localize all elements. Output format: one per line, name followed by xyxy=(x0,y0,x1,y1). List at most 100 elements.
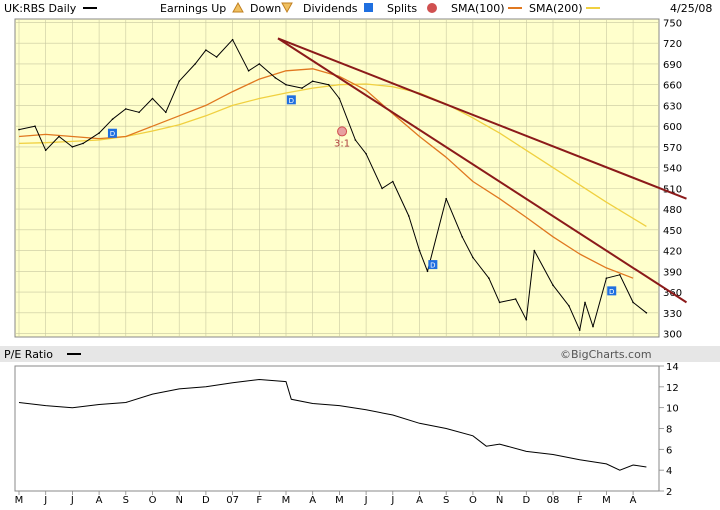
x-tick-label: N xyxy=(496,495,503,506)
earnings-up-icon xyxy=(232,1,244,13)
legend-earnings-up: Earnings Up xyxy=(160,2,226,15)
pe-line xyxy=(18,378,647,471)
x-tick-label: M xyxy=(15,495,24,506)
x-tick-label: M xyxy=(282,495,291,506)
price-point xyxy=(247,70,250,72)
price-point xyxy=(488,277,490,280)
x-tick-label: S xyxy=(123,495,129,506)
trendline xyxy=(277,37,688,304)
price-point xyxy=(311,80,314,82)
pe-y-tick-label: 14 xyxy=(666,362,679,373)
price-point xyxy=(301,87,303,89)
price-point xyxy=(194,63,196,65)
dividend-marker-text: D xyxy=(430,262,435,270)
x-tick-label: A xyxy=(309,495,316,506)
x-tick-label: D xyxy=(522,495,530,506)
dividend-marker xyxy=(286,95,296,105)
pe-header-bar xyxy=(0,346,720,362)
pe-y-tick-label: 4 xyxy=(666,466,672,477)
x-tick-label: J xyxy=(364,495,368,506)
x-tick-label: J xyxy=(390,495,394,506)
price-point xyxy=(498,301,501,304)
dividend-marker xyxy=(428,260,438,270)
y-tick-label: 750 xyxy=(663,18,682,29)
y-tick-label: 390 xyxy=(663,267,682,278)
y-tick-label: 480 xyxy=(663,205,682,216)
x-tick-label: A xyxy=(416,495,423,506)
price-point xyxy=(552,284,554,287)
price-point xyxy=(354,139,357,141)
price-point xyxy=(58,135,60,138)
pe-y-axis: 2 4 6 8 10 12 14 xyxy=(659,362,679,498)
price-point xyxy=(285,83,287,86)
pe-y-tick-label: 8 xyxy=(666,425,672,436)
dividend-marker-text: D xyxy=(110,130,115,138)
price-point xyxy=(445,197,448,200)
price-point xyxy=(584,301,586,304)
legend-dividends: Dividends xyxy=(303,2,358,15)
price-point xyxy=(138,111,140,114)
price-point xyxy=(408,215,410,217)
price-point xyxy=(338,97,341,100)
legend-splits: Splits xyxy=(387,2,417,15)
x-tick-label: N xyxy=(175,495,182,506)
price-point xyxy=(178,80,180,82)
legend-sma200: SMA(200) xyxy=(529,2,583,15)
pe-label: P/E Ratio xyxy=(4,348,53,361)
pe-y-tick-label: 2 xyxy=(666,487,672,498)
y-tick-label: 630 xyxy=(663,101,682,112)
price-point xyxy=(151,97,154,100)
price-point xyxy=(34,125,36,127)
price-point xyxy=(18,128,20,131)
price-point xyxy=(592,325,594,328)
price-point xyxy=(125,108,127,110)
x-tick-label: O xyxy=(469,495,477,506)
split-marker xyxy=(337,126,348,137)
price-point xyxy=(568,305,570,307)
dividend-marker xyxy=(607,286,617,296)
price-series-layer xyxy=(18,37,688,331)
price-point xyxy=(533,249,536,252)
price-point xyxy=(461,236,464,238)
pe-series-layer xyxy=(18,378,647,471)
price-point xyxy=(327,83,330,86)
credit: ©BigCharts.com xyxy=(560,348,652,361)
split-label: 3:1 xyxy=(334,138,350,149)
dividend-marker-text: D xyxy=(609,288,614,296)
sma100-line xyxy=(18,68,634,279)
price-point xyxy=(472,256,474,259)
price-point xyxy=(82,142,84,145)
y-tick-label: 660 xyxy=(663,81,682,92)
price-point xyxy=(605,277,608,280)
x-tick-label: M xyxy=(602,495,611,506)
price-point xyxy=(619,274,621,276)
x-tick-label: F xyxy=(256,495,262,506)
price-point xyxy=(71,146,74,148)
price-point xyxy=(98,132,100,134)
dividend-marker xyxy=(107,128,117,138)
x-tick-label: A xyxy=(96,495,103,506)
pe-panel xyxy=(14,365,660,492)
price-point xyxy=(645,312,648,314)
x-tick-label: S xyxy=(443,495,449,506)
header: UK:RBS Daily Earnings Up Down Dividends … xyxy=(4,1,712,15)
price-panel xyxy=(14,18,660,338)
y-tick-label: 540 xyxy=(663,164,682,175)
legend-down: Down xyxy=(250,2,281,15)
x-tick-label: J xyxy=(70,495,74,506)
y-tick-label: 690 xyxy=(663,60,682,71)
price-point xyxy=(514,298,517,300)
pe-y-tick-label: 6 xyxy=(666,445,672,456)
y-tick-label: 720 xyxy=(663,39,682,50)
price-point xyxy=(365,153,367,155)
dividend-icon xyxy=(364,3,373,12)
y-tick-label: 330 xyxy=(663,309,682,320)
earnings-down-icon xyxy=(281,2,293,14)
split-icon xyxy=(427,3,437,13)
price-point xyxy=(258,63,261,65)
x-tick-label: D xyxy=(202,495,210,506)
x-tick-label: A xyxy=(630,495,637,506)
y-tick-label: 450 xyxy=(663,226,682,237)
price-point xyxy=(426,270,429,273)
price-point xyxy=(231,38,234,41)
